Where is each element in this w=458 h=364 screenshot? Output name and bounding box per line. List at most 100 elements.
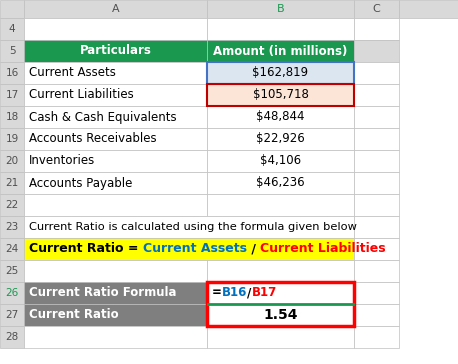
Bar bbox=[24, 172, 207, 194]
Text: =: = bbox=[212, 286, 222, 300]
Bar bbox=[0, 194, 24, 216]
Text: /: / bbox=[247, 286, 251, 300]
Bar bbox=[24, 260, 207, 282]
Text: $22,926: $22,926 bbox=[256, 132, 305, 146]
Text: Current Assets: Current Assets bbox=[29, 67, 116, 79]
Bar bbox=[24, 304, 207, 326]
Bar bbox=[0, 238, 24, 260]
Bar bbox=[0, 128, 24, 150]
Bar bbox=[0, 40, 24, 62]
Bar bbox=[354, 304, 399, 326]
Bar bbox=[0, 18, 24, 40]
Text: 22: 22 bbox=[5, 200, 19, 210]
Text: Accounts Payable: Accounts Payable bbox=[29, 177, 132, 190]
Text: 19: 19 bbox=[5, 134, 19, 144]
Text: 5: 5 bbox=[9, 46, 15, 56]
Text: 26: 26 bbox=[5, 288, 19, 298]
Bar bbox=[24, 128, 207, 150]
Bar bbox=[354, 0, 399, 18]
Bar bbox=[24, 0, 207, 18]
Bar bbox=[207, 18, 354, 40]
Text: Current Liabilities: Current Liabilities bbox=[29, 88, 134, 102]
Text: 25: 25 bbox=[5, 266, 19, 276]
Text: 24: 24 bbox=[5, 244, 19, 254]
Text: 27: 27 bbox=[5, 310, 19, 320]
Text: B17: B17 bbox=[251, 286, 277, 300]
Bar bbox=[207, 150, 354, 172]
Text: 1.54: 1.54 bbox=[263, 308, 298, 322]
Text: $48,844: $48,844 bbox=[256, 111, 305, 123]
Bar bbox=[0, 106, 24, 128]
Bar bbox=[354, 194, 399, 216]
Bar bbox=[207, 304, 354, 326]
Bar bbox=[207, 84, 354, 106]
Text: 17: 17 bbox=[5, 90, 19, 100]
Bar bbox=[24, 18, 207, 40]
Bar bbox=[399, 0, 458, 18]
Bar bbox=[354, 326, 399, 348]
Bar bbox=[0, 150, 24, 172]
Bar bbox=[207, 282, 354, 326]
Bar bbox=[354, 62, 399, 84]
Bar bbox=[0, 304, 24, 326]
Text: Cash & Cash Equivalents: Cash & Cash Equivalents bbox=[29, 111, 177, 123]
Bar bbox=[0, 0, 24, 18]
Bar bbox=[24, 238, 354, 260]
Bar bbox=[0, 84, 24, 106]
Bar bbox=[354, 84, 399, 106]
Bar bbox=[354, 238, 399, 260]
Bar bbox=[354, 150, 399, 172]
Bar bbox=[354, 172, 399, 194]
Bar bbox=[0, 260, 24, 282]
Bar bbox=[0, 216, 24, 238]
Bar bbox=[354, 18, 399, 40]
Text: Current Liabilities: Current Liabilities bbox=[260, 242, 386, 256]
Text: Current Ratio Formula: Current Ratio Formula bbox=[29, 286, 176, 300]
Text: $46,236: $46,236 bbox=[256, 177, 305, 190]
Text: Amount (in millions): Amount (in millions) bbox=[213, 44, 348, 58]
Text: A: A bbox=[112, 4, 120, 14]
Bar bbox=[24, 84, 207, 106]
Text: C: C bbox=[373, 4, 381, 14]
Bar bbox=[24, 194, 207, 216]
Bar bbox=[354, 216, 399, 238]
Text: Particulars: Particulars bbox=[80, 44, 152, 58]
Bar bbox=[207, 260, 354, 282]
Bar bbox=[207, 172, 354, 194]
Bar bbox=[207, 326, 354, 348]
Bar bbox=[24, 106, 207, 128]
Bar bbox=[207, 62, 354, 84]
Text: B: B bbox=[277, 4, 284, 14]
Bar bbox=[354, 260, 399, 282]
Bar bbox=[0, 282, 24, 304]
Text: Inventories: Inventories bbox=[29, 154, 95, 167]
Text: $105,718: $105,718 bbox=[252, 88, 308, 102]
Text: 4: 4 bbox=[9, 24, 15, 34]
Bar bbox=[354, 40, 399, 62]
Bar bbox=[24, 150, 207, 172]
Bar bbox=[207, 194, 354, 216]
Bar bbox=[24, 62, 207, 84]
Bar bbox=[354, 106, 399, 128]
Bar bbox=[24, 216, 354, 238]
Bar bbox=[207, 40, 354, 62]
Bar bbox=[0, 172, 24, 194]
Text: 16: 16 bbox=[5, 68, 19, 78]
Bar bbox=[207, 84, 354, 106]
Text: $4,106: $4,106 bbox=[260, 154, 301, 167]
Bar bbox=[24, 326, 207, 348]
Bar bbox=[24, 40, 207, 62]
Text: 21: 21 bbox=[5, 178, 19, 188]
Bar bbox=[354, 282, 399, 304]
Bar bbox=[0, 326, 24, 348]
Text: /: / bbox=[247, 242, 260, 256]
Bar bbox=[207, 62, 354, 84]
Text: 18: 18 bbox=[5, 112, 19, 122]
Bar bbox=[354, 128, 399, 150]
Text: Current Assets: Current Assets bbox=[143, 242, 247, 256]
Bar bbox=[0, 62, 24, 84]
Bar bbox=[24, 282, 207, 304]
Bar bbox=[207, 282, 354, 304]
Text: $162,819: $162,819 bbox=[252, 67, 309, 79]
Text: 28: 28 bbox=[5, 332, 19, 342]
